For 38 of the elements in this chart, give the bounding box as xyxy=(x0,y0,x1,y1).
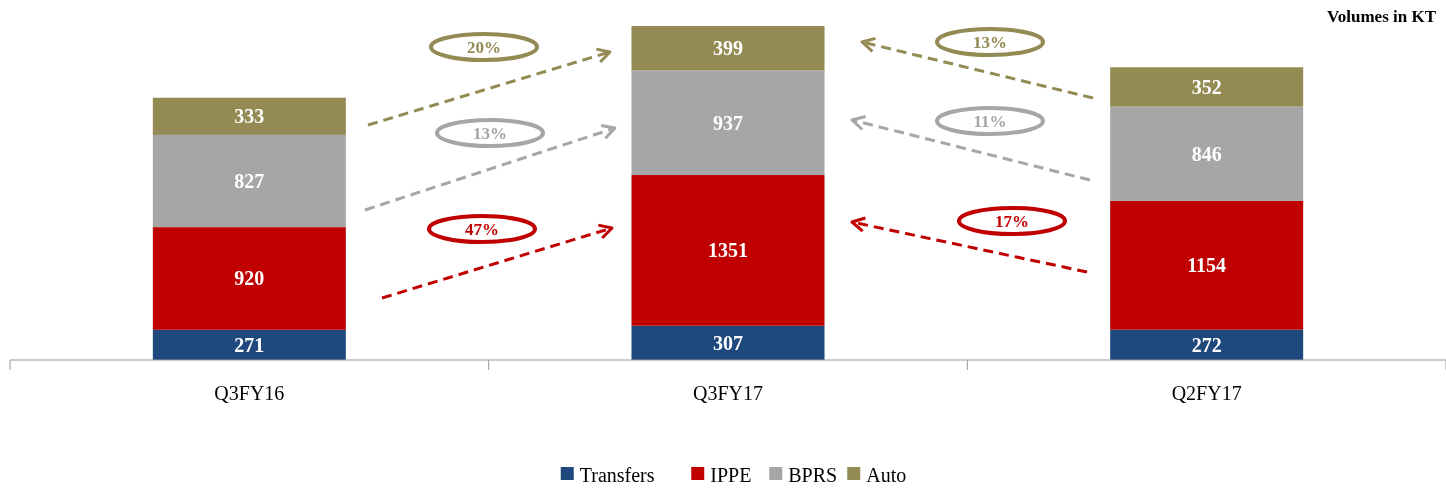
bar xyxy=(631,175,825,326)
data-label: 333 xyxy=(234,105,265,128)
x-tick-label: Q3FY17 xyxy=(692,382,764,404)
data-label: 827 xyxy=(234,170,265,193)
bar xyxy=(631,26,825,71)
annotation: 47% xyxy=(465,220,499,239)
legend-label: IPPE xyxy=(710,464,752,486)
data-label: 307 xyxy=(713,331,743,354)
annotation: 17% xyxy=(995,212,1029,231)
annotation: 20% xyxy=(467,38,501,57)
x-tick-label: Q2FY17 xyxy=(1171,382,1242,404)
annotation: 11% xyxy=(973,112,1007,131)
data-label: 399 xyxy=(713,37,743,60)
legend-label: BPRS xyxy=(788,464,838,486)
bar xyxy=(1110,200,1304,330)
bar xyxy=(152,134,346,228)
data-label: 846 xyxy=(1191,142,1222,165)
data-label: 937 xyxy=(713,111,743,134)
bar xyxy=(1110,67,1304,107)
data-label: 352 xyxy=(1191,75,1222,98)
data-label: 920 xyxy=(234,267,265,290)
bar xyxy=(152,97,346,135)
annotation: 13% xyxy=(973,33,1007,52)
data-label: 271 xyxy=(234,333,265,356)
bar xyxy=(152,227,346,330)
text: Volumes in KT xyxy=(1327,7,1437,26)
bar xyxy=(1110,329,1304,360)
data-label: 272 xyxy=(1191,333,1222,356)
bar xyxy=(152,329,346,360)
bar xyxy=(631,325,825,360)
legend-label: Auto xyxy=(866,464,907,486)
x-tick-label: Q3FY16 xyxy=(214,382,285,404)
bar xyxy=(631,70,825,176)
annotation: 13% xyxy=(473,124,507,143)
legend-label: Transfers xyxy=(579,464,655,486)
bar xyxy=(1110,106,1304,201)
data-label: 1154 xyxy=(1187,254,1227,277)
data-label: 1351 xyxy=(708,239,748,262)
